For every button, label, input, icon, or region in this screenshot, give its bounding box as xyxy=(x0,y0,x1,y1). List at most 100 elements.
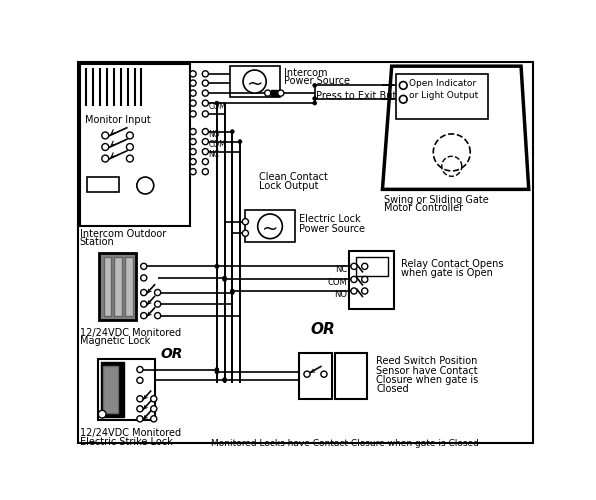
Bar xyxy=(125,257,133,316)
Circle shape xyxy=(202,148,209,154)
Text: ~: ~ xyxy=(262,220,278,239)
Text: Monitor Input: Monitor Input xyxy=(85,116,151,126)
Text: NO: NO xyxy=(334,290,347,298)
Text: Sensor have Contact: Sensor have Contact xyxy=(376,366,478,376)
Text: Closure when gate is: Closure when gate is xyxy=(376,375,479,385)
Circle shape xyxy=(154,290,161,296)
Circle shape xyxy=(202,100,209,106)
Text: OR: OR xyxy=(161,347,183,361)
Circle shape xyxy=(102,144,108,150)
Circle shape xyxy=(238,140,242,143)
Text: Swing or Sliding Gate: Swing or Sliding Gate xyxy=(384,194,489,205)
Text: COM: COM xyxy=(327,278,347,287)
Text: NC: NC xyxy=(335,265,347,274)
Circle shape xyxy=(231,130,234,134)
Circle shape xyxy=(126,155,134,162)
Circle shape xyxy=(351,288,357,294)
Bar xyxy=(101,362,124,418)
Text: 12/24VDC Monitored: 12/24VDC Monitored xyxy=(80,328,181,338)
Text: Press to Exit Button Input: Press to Exit Button Input xyxy=(316,91,441,101)
Circle shape xyxy=(151,406,157,412)
Circle shape xyxy=(243,230,249,236)
Text: Motor Controller: Motor Controller xyxy=(384,203,463,213)
Bar xyxy=(80,64,190,226)
Text: ~: ~ xyxy=(246,75,263,94)
Circle shape xyxy=(362,264,368,270)
Bar xyxy=(98,359,156,420)
Circle shape xyxy=(190,80,196,86)
Circle shape xyxy=(190,128,196,134)
Circle shape xyxy=(202,158,209,164)
Text: NO: NO xyxy=(209,130,220,139)
Bar xyxy=(87,177,119,192)
Text: COM: COM xyxy=(209,140,226,149)
Circle shape xyxy=(141,290,147,296)
Circle shape xyxy=(351,276,357,282)
Text: Magnetic Lock: Magnetic Lock xyxy=(80,336,150,346)
Circle shape xyxy=(102,132,108,139)
Circle shape xyxy=(215,368,219,372)
Text: Power Source: Power Source xyxy=(284,76,350,86)
Text: Lock Output: Lock Output xyxy=(259,181,319,191)
Circle shape xyxy=(141,312,147,318)
Circle shape xyxy=(362,276,368,282)
Circle shape xyxy=(265,90,271,96)
Circle shape xyxy=(190,90,196,96)
Bar xyxy=(104,257,111,316)
Circle shape xyxy=(190,168,196,174)
Circle shape xyxy=(231,289,234,293)
Circle shape xyxy=(223,276,226,280)
Circle shape xyxy=(141,275,147,281)
Circle shape xyxy=(137,177,154,194)
Circle shape xyxy=(313,84,316,87)
Text: OR: OR xyxy=(311,322,336,337)
Circle shape xyxy=(202,90,209,96)
Bar xyxy=(230,66,280,97)
Polygon shape xyxy=(383,66,529,190)
Circle shape xyxy=(154,301,161,307)
Circle shape xyxy=(151,396,157,402)
Circle shape xyxy=(126,132,134,139)
Circle shape xyxy=(190,71,196,77)
Circle shape xyxy=(202,168,209,174)
Circle shape xyxy=(190,111,196,117)
Circle shape xyxy=(215,101,219,105)
Circle shape xyxy=(231,290,234,294)
Circle shape xyxy=(399,82,407,90)
Circle shape xyxy=(257,214,283,238)
Bar xyxy=(349,251,394,308)
Text: Clean Contact: Clean Contact xyxy=(259,172,328,181)
Circle shape xyxy=(202,111,209,117)
Circle shape xyxy=(154,312,161,318)
Bar xyxy=(103,366,119,412)
Circle shape xyxy=(202,71,209,77)
Circle shape xyxy=(98,410,106,418)
Circle shape xyxy=(243,70,266,93)
Text: Reed Switch Position: Reed Switch Position xyxy=(376,356,477,366)
Circle shape xyxy=(215,264,219,268)
Text: Monitored Locks have Contact Closure when gate is Closed: Monitored Locks have Contact Closure whe… xyxy=(211,439,479,448)
Text: Electric Strike Lock: Electric Strike Lock xyxy=(80,436,173,446)
Circle shape xyxy=(137,396,143,402)
Text: COM: COM xyxy=(209,102,226,110)
Bar xyxy=(246,210,296,242)
Circle shape xyxy=(215,264,219,268)
Circle shape xyxy=(202,138,209,144)
Circle shape xyxy=(215,370,219,374)
Circle shape xyxy=(313,96,316,100)
Text: Electric Lock: Electric Lock xyxy=(299,214,361,224)
Bar xyxy=(99,252,136,320)
Text: 12/24VDC Monitored: 12/24VDC Monitored xyxy=(80,428,181,438)
Circle shape xyxy=(362,288,368,294)
Bar xyxy=(271,90,278,96)
Circle shape xyxy=(399,96,407,103)
Circle shape xyxy=(202,80,209,86)
Text: Relay Contact Opens: Relay Contact Opens xyxy=(401,258,504,268)
Text: or Light Output: or Light Output xyxy=(409,91,479,100)
Circle shape xyxy=(190,158,196,164)
Circle shape xyxy=(304,371,310,377)
Bar xyxy=(114,257,122,316)
Circle shape xyxy=(102,155,108,162)
Bar xyxy=(335,352,367,399)
Text: Intercom Outdoor: Intercom Outdoor xyxy=(80,230,166,239)
